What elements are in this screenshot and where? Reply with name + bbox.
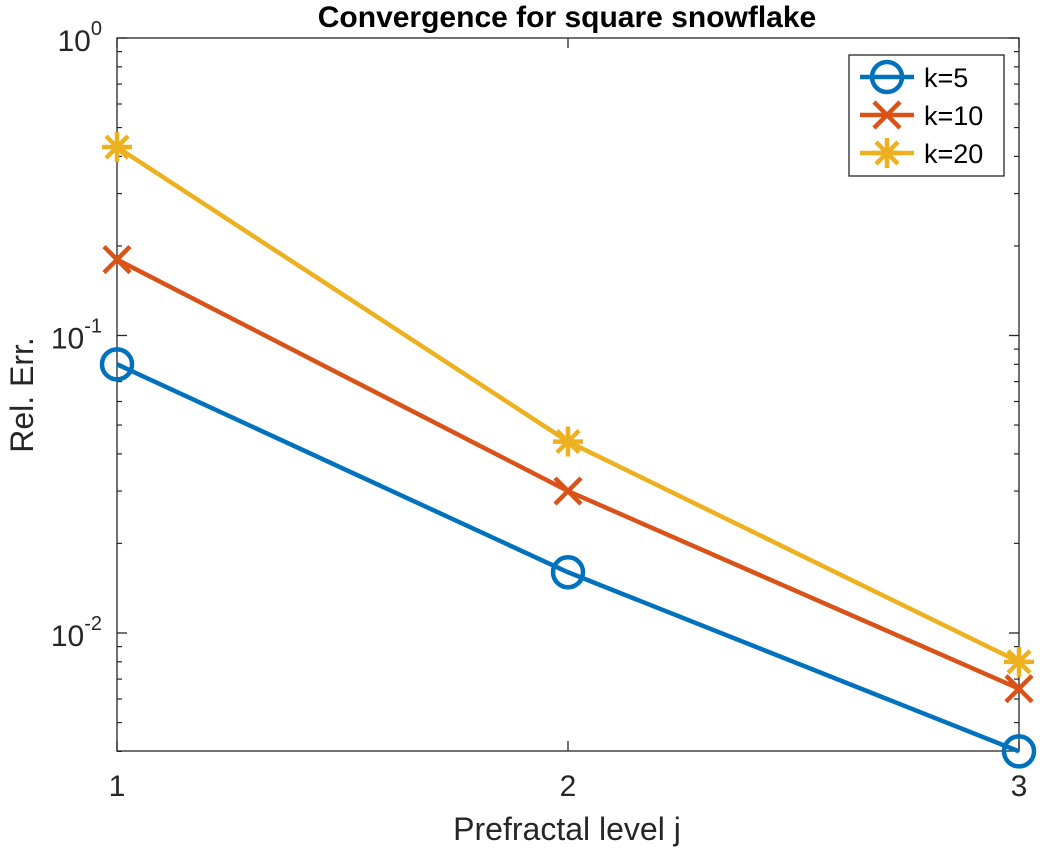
y-tick-label-exponent: -1 [84, 316, 102, 338]
y-tick-label-exponent: -2 [84, 613, 102, 635]
y-tick-label: 100 [58, 18, 103, 58]
legend-label: k=10 [924, 101, 983, 131]
data-point-x-marker [872, 100, 902, 130]
data-point-asterisk-marker [553, 426, 583, 457]
data-point-circle-marker [99, 347, 135, 382]
data-point-circle-marker [1001, 734, 1037, 769]
y-tick-label-base: 10 [58, 25, 91, 58]
x-axis-label: Prefractal level j [453, 811, 681, 847]
chart-title: Convergence for square snowflake [318, 1, 817, 34]
series-k=5 [99, 347, 1037, 769]
x-tick-label: 1 [109, 770, 126, 803]
legend-entry: k=5 [860, 59, 968, 95]
series-k=10 [102, 244, 1034, 704]
series-k=20 [102, 132, 1034, 677]
legend-entry: k=20 [860, 138, 983, 169]
data-point-asterisk-marker [102, 132, 132, 163]
y-tick-label: 10-2 [51, 613, 102, 653]
legend-label: k=5 [924, 63, 968, 93]
data-point-x-marker [553, 476, 583, 506]
legend-label: k=20 [924, 139, 983, 169]
data-point-x-marker [102, 244, 132, 275]
series-layer [99, 132, 1037, 769]
legend-entry: k=10 [860, 100, 983, 131]
x-tick-label: 2 [560, 770, 577, 803]
data-point-x-marker [1004, 674, 1034, 704]
y-axis-label: Rel. Err. [4, 337, 40, 453]
y-tick-label-base: 10 [51, 323, 84, 356]
y-tick-label-exponent: 0 [91, 18, 102, 40]
data-point-circle-marker [550, 555, 586, 590]
data-point-asterisk-marker [1004, 646, 1034, 677]
data-point-asterisk-marker [872, 138, 902, 168]
legend-entries: k=5 k=10 k=20 [860, 59, 983, 169]
y-tick-label-base: 10 [51, 620, 84, 653]
y-tick-label: 10-1 [51, 316, 102, 356]
x-tick-label: 3 [1011, 770, 1028, 803]
data-point-circle-marker [869, 59, 905, 95]
legend: k=5 k=10 k=20 [848, 54, 1005, 177]
series-line [116, 362, 1020, 754]
